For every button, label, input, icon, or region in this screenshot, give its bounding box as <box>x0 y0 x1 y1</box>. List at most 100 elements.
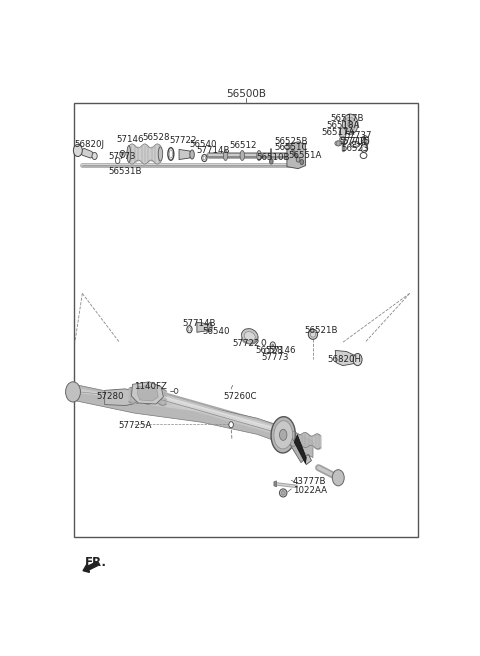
Ellipse shape <box>284 145 291 149</box>
Ellipse shape <box>342 114 358 134</box>
Text: 56551C: 56551C <box>274 144 307 152</box>
Ellipse shape <box>223 150 228 161</box>
Ellipse shape <box>335 141 342 146</box>
Text: 1022AA: 1022AA <box>293 486 327 495</box>
Circle shape <box>361 136 369 146</box>
Text: 57714B: 57714B <box>196 146 229 155</box>
Circle shape <box>92 152 97 159</box>
Ellipse shape <box>187 326 192 333</box>
FancyArrow shape <box>83 562 98 572</box>
Circle shape <box>66 382 81 402</box>
Text: 57714B: 57714B <box>182 319 216 328</box>
Ellipse shape <box>279 429 287 440</box>
Circle shape <box>282 491 285 495</box>
Text: 57773: 57773 <box>262 353 289 362</box>
Ellipse shape <box>203 156 205 160</box>
Circle shape <box>336 141 340 146</box>
Ellipse shape <box>241 329 258 344</box>
Text: 56820H: 56820H <box>328 354 362 363</box>
Text: 56518A: 56518A <box>326 121 360 130</box>
Bar <box>74 103 418 537</box>
Text: 56540: 56540 <box>190 140 217 150</box>
Ellipse shape <box>168 148 174 160</box>
Polygon shape <box>78 148 96 158</box>
Text: 56512: 56512 <box>229 142 257 150</box>
Text: 43777B: 43777B <box>293 478 326 486</box>
Polygon shape <box>179 150 192 159</box>
Ellipse shape <box>244 332 255 341</box>
Circle shape <box>73 144 83 157</box>
Polygon shape <box>335 350 358 365</box>
Ellipse shape <box>360 152 367 159</box>
Ellipse shape <box>361 144 368 152</box>
Text: 56525B: 56525B <box>274 137 307 146</box>
Ellipse shape <box>362 146 366 151</box>
Circle shape <box>174 388 178 394</box>
Polygon shape <box>137 385 158 401</box>
Circle shape <box>229 422 233 428</box>
Ellipse shape <box>158 147 163 161</box>
Ellipse shape <box>281 491 286 495</box>
Polygon shape <box>304 455 312 464</box>
Ellipse shape <box>188 327 191 331</box>
Ellipse shape <box>279 489 287 497</box>
Text: 56500B: 56500B <box>226 89 266 99</box>
Ellipse shape <box>271 417 295 453</box>
Polygon shape <box>197 322 210 333</box>
Text: 57722: 57722 <box>233 339 260 348</box>
Polygon shape <box>294 435 306 464</box>
Ellipse shape <box>274 420 292 449</box>
Text: 56523: 56523 <box>341 144 369 153</box>
Text: 56517B: 56517B <box>330 113 363 123</box>
Text: 56531B: 56531B <box>108 167 142 176</box>
Circle shape <box>264 348 269 354</box>
Circle shape <box>121 152 124 155</box>
Text: 57773: 57773 <box>108 152 136 161</box>
Ellipse shape <box>308 329 318 339</box>
Text: 57737: 57737 <box>344 131 372 140</box>
Ellipse shape <box>262 339 266 346</box>
Text: 56510B: 56510B <box>256 152 290 161</box>
Polygon shape <box>287 142 305 169</box>
Text: FR.: FR. <box>85 556 108 569</box>
Polygon shape <box>74 387 313 447</box>
Text: 57280: 57280 <box>96 392 124 401</box>
Ellipse shape <box>208 323 212 332</box>
Ellipse shape <box>350 141 360 148</box>
Text: 56528: 56528 <box>255 346 282 355</box>
Text: 56551A: 56551A <box>288 151 322 160</box>
Text: 57725A: 57725A <box>118 420 151 430</box>
Circle shape <box>348 121 352 127</box>
Polygon shape <box>105 389 138 405</box>
Polygon shape <box>74 384 313 458</box>
Text: 57146: 57146 <box>268 346 296 355</box>
Circle shape <box>296 157 300 162</box>
Text: 57715: 57715 <box>342 137 370 146</box>
Text: 57722: 57722 <box>169 136 197 145</box>
Text: 56517A: 56517A <box>321 128 355 136</box>
Ellipse shape <box>340 137 346 142</box>
Text: 56521B: 56521B <box>305 326 338 335</box>
Circle shape <box>332 470 344 486</box>
Polygon shape <box>279 424 305 462</box>
Text: 56820J: 56820J <box>74 140 104 149</box>
Circle shape <box>300 159 304 165</box>
Text: 57260C: 57260C <box>223 392 256 401</box>
Circle shape <box>120 150 125 157</box>
Circle shape <box>269 159 273 164</box>
Ellipse shape <box>311 331 315 337</box>
Ellipse shape <box>352 142 359 146</box>
Ellipse shape <box>345 117 356 131</box>
Ellipse shape <box>127 146 131 162</box>
Ellipse shape <box>169 150 172 158</box>
Text: 57714: 57714 <box>339 137 367 146</box>
Ellipse shape <box>190 150 194 159</box>
Circle shape <box>115 157 120 163</box>
Text: 56528: 56528 <box>143 133 170 142</box>
Text: 1140FZ: 1140FZ <box>134 382 167 392</box>
Circle shape <box>353 354 362 365</box>
Text: 57146: 57146 <box>117 135 144 144</box>
Polygon shape <box>274 481 276 487</box>
Circle shape <box>363 138 367 144</box>
Ellipse shape <box>339 128 346 139</box>
